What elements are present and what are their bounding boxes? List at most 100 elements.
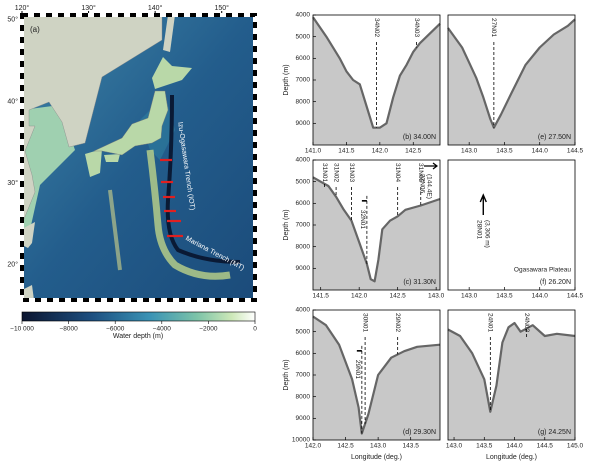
land — [22, 15, 163, 225]
annotation: Ogasawara Plateau — [514, 267, 571, 274]
panel-label: (g) 24.25N — [538, 429, 571, 436]
station-label: 31N05 — [417, 163, 424, 183]
lat-tick-label: 30° — [7, 179, 18, 187]
x-tick-label: 144.5 — [567, 148, 584, 155]
transects — [160, 158, 183, 238]
x-tick-label: 144.0 — [532, 293, 549, 300]
panel-frame — [448, 160, 575, 290]
x-tick-label: 143.5 — [476, 443, 493, 450]
panel-border — [447, 14, 576, 146]
y-axis-label: Depth (m) — [283, 359, 290, 390]
x-tick-label: 144.5 — [567, 293, 584, 300]
colorbar-label: Water depth (m) — [113, 333, 163, 340]
ridge — [146, 149, 231, 280]
colorbar-tick-label: −8000 — [59, 326, 78, 333]
colorbar-tick-label: 0 — [253, 326, 257, 333]
map-body — [22, 15, 255, 300]
station-label: 29N02 — [394, 313, 401, 333]
y-tick-label: 7000 — [296, 77, 311, 84]
seafloor — [313, 316, 440, 440]
station-label: 31N01 — [321, 163, 328, 183]
x-tick-label: 144.0 — [506, 443, 523, 450]
colorbar-tick-label: −6000 — [106, 326, 125, 333]
x-axis-label: Longitude (deg.) — [486, 454, 537, 461]
lat-tick-label: 20° — [7, 261, 18, 269]
x-tick-label: 141.0 — [305, 148, 322, 155]
land — [22, 285, 34, 300]
station-note: (144.4E) — [425, 174, 432, 199]
y-tick-label: 5000 — [296, 33, 311, 40]
depth-profile — [312, 176, 441, 283]
x-tick-label: 145.0 — [567, 443, 584, 450]
station-label: 24N01 — [487, 313, 494, 333]
x-tick-label: 144.5 — [537, 443, 554, 450]
land — [93, 90, 169, 156]
x-tick-label: 143.0 — [461, 148, 478, 155]
x-tick-label: 143.0 — [446, 443, 463, 450]
y-tick-label: 7000 — [296, 372, 311, 379]
station-label: 30N01 — [361, 313, 368, 333]
y-tick-label: 6000 — [296, 200, 311, 207]
x-axis-label: Longitude (deg.) — [351, 454, 402, 461]
station-label: 31N03 — [348, 163, 355, 183]
lon-tick-label: 150° — [214, 4, 229, 12]
y-tick-label: 5000 — [296, 178, 311, 185]
x-tick-label: 142.0 — [372, 148, 389, 155]
y-tick-label: 9000 — [296, 415, 311, 422]
y-tick-label: 4000 — [296, 12, 311, 19]
y-axis-label: Depth (m) — [283, 209, 290, 240]
map: (a) Izu-Ogasawara Trench (IOT) Mariana T… — [20, 13, 257, 340]
station-label: 34N03 — [413, 18, 420, 38]
offscale-arrow — [424, 162, 438, 170]
panel-border — [447, 159, 576, 291]
lon-tick-label: 140° — [148, 4, 163, 12]
panel-label: (e) 27.50N — [538, 134, 571, 141]
x-tick-label: 143.5 — [403, 443, 420, 450]
land — [104, 154, 120, 162]
y-tick-label: 5000 — [296, 328, 311, 335]
x-tick-label: 142.0 — [351, 293, 368, 300]
panel-label: (d) 29.30N — [403, 429, 436, 436]
x-tick-label: 143.5 — [496, 293, 513, 300]
seafloor — [448, 323, 575, 440]
lon-tick-label: 120° — [15, 4, 30, 12]
depth-profile — [447, 18, 576, 129]
station-label: 29N01 — [354, 360, 361, 380]
x-tick-label: 142.5 — [390, 293, 407, 300]
y-tick-label: 8000 — [296, 98, 311, 105]
y-tick-label: 4000 — [296, 157, 311, 164]
y-tick-label: 8000 — [296, 393, 311, 400]
station-label: 32N01 — [359, 210, 366, 230]
panel-label: (a) — [30, 25, 40, 34]
y-tick-label: 10000 — [292, 437, 310, 444]
y-tick-label: 6000 — [296, 55, 311, 62]
land — [85, 149, 102, 177]
x-tick-label: 141.5 — [338, 148, 355, 155]
colorbar-tick-label: −10 000 — [10, 326, 34, 333]
colorbar-tick-label: −2000 — [199, 326, 218, 333]
trench — [165, 94, 241, 264]
depth-profile — [447, 321, 576, 413]
x-tick-label: 141.5 — [313, 293, 330, 300]
station-label: 31N02 — [332, 163, 339, 183]
seafloor — [313, 177, 440, 290]
x-tick-label: 144.0 — [532, 148, 549, 155]
station-label: 34N02 — [373, 18, 380, 38]
station-label: 24N02 — [523, 313, 530, 333]
y-tick-label: 7000 — [296, 222, 311, 229]
land — [22, 222, 35, 248]
x-tick-label: 142.5 — [405, 148, 422, 155]
colorbar-tick-label: −4000 — [153, 326, 172, 333]
station-label: 32N06 — [418, 174, 425, 194]
y-tick-label: 8000 — [296, 243, 311, 250]
x-tick-label: 142.5 — [337, 443, 354, 450]
depth-profile — [312, 16, 441, 129]
lat-tick-label: 40° — [7, 97, 18, 105]
station-label: 28N01 — [476, 220, 483, 240]
y-tick-label: 9000 — [296, 120, 311, 127]
x-tick-label: 143.0 — [370, 443, 387, 450]
y-tick-label: 4000 — [296, 307, 311, 314]
panel-label: (c) 31.30N — [403, 279, 436, 286]
x-tick-label: 143.0 — [428, 293, 445, 300]
